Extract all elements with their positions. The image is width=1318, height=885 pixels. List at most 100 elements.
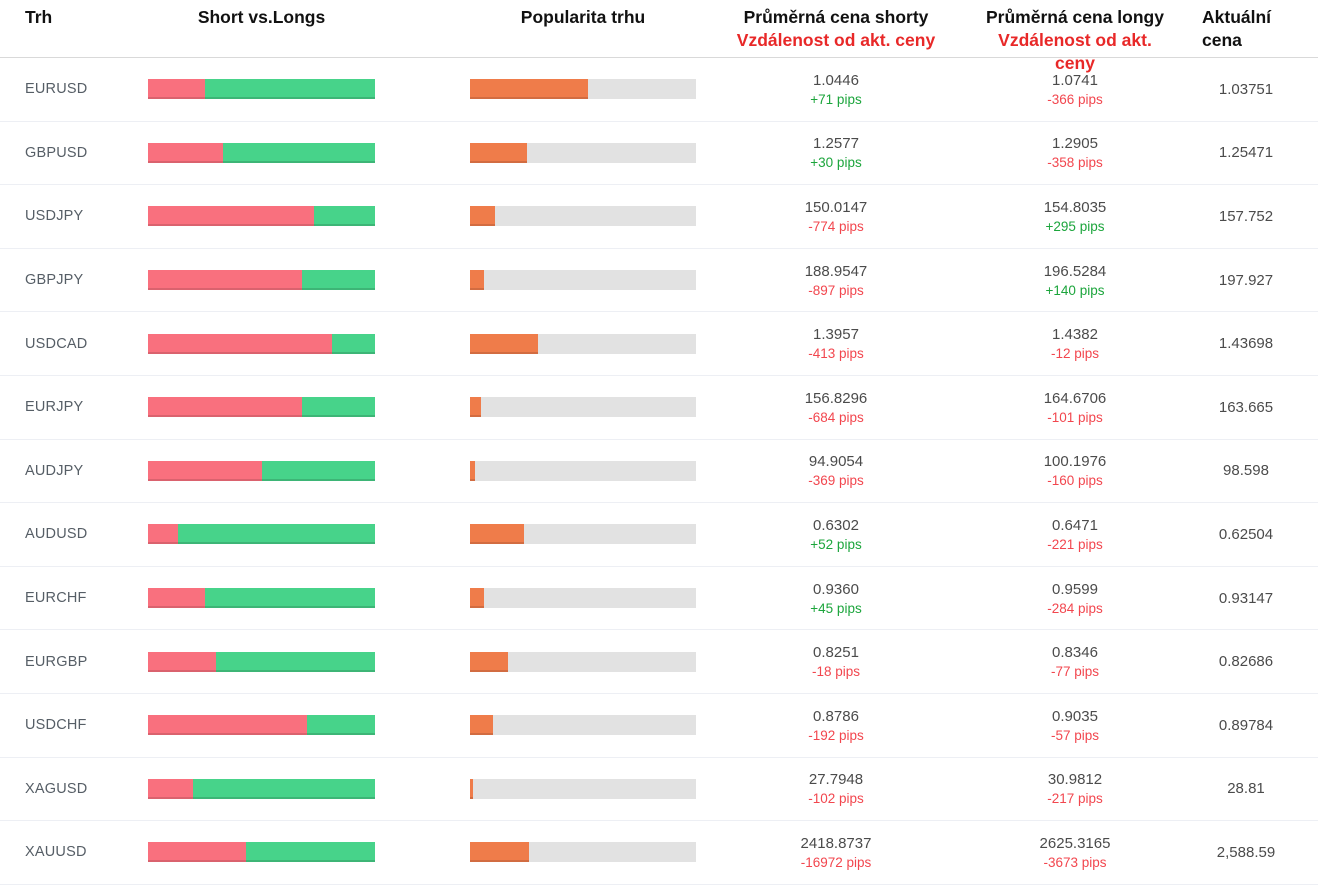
short-vs-long-bar [148,651,375,672]
popularity-bar [470,715,696,736]
header-short-vs-long: Short vs.Longs [197,7,326,27]
short-vs-long-bar [148,142,375,163]
long-price-cell: 2625.3165 -3673 pips [976,835,1174,870]
popularity-bar [470,206,696,227]
popularity-fill [470,79,588,100]
long-bar-segment [302,270,375,291]
current-price: 1.03751 [1218,80,1274,98]
short-vs-long-track [148,651,375,672]
market-symbol: USDCAD [25,335,88,352]
short-pips-distance: -774 pips [808,218,864,234]
short-vs-long-bar [148,842,375,863]
popularity-track [470,651,696,672]
long-bar-segment [331,333,375,354]
current-price-cell: 2,588.59 [1174,844,1318,861]
short-vs-long-track [148,842,375,863]
long-avg-price: 154.8035 [1043,198,1107,216]
long-bar-segment [193,778,375,799]
short-bar-segment [148,651,217,672]
short-avg-price: 27.7948 [808,771,864,789]
short-bar-segment [148,333,332,354]
header-market: Trh [25,7,53,27]
current-price: 2,588.59 [1216,843,1276,861]
long-avg-price: 0.9599 [1052,580,1098,598]
short-vs-long-bar [148,588,375,609]
popularity-bar [470,524,696,545]
current-price: 0.82686 [1218,653,1274,671]
short-bar-segment [148,842,246,863]
popularity-track [470,842,696,863]
long-bar-segment [177,524,375,545]
popularity-fill [470,524,525,545]
short-bar-segment [148,206,314,227]
short-pips-distance: -897 pips [808,282,864,298]
popularity-bar [470,778,696,799]
table-header: Trh Short vs.Longs Popularita trhu Průmě… [0,0,1318,73]
short-bar-segment [148,460,262,481]
short-vs-long-bar [148,397,375,418]
short-pips-distance: -102 pips [808,791,864,807]
market-symbol: EURGBP [25,653,88,670]
current-price: 0.62504 [1218,525,1274,543]
popularity-fill [470,842,529,863]
table-row: EURUSD 1.0446 +71 pips 1.0741 -366 pips … [0,58,1318,122]
current-price-cell: 163.665 [1174,399,1318,416]
short-bar-segment [148,79,205,100]
short-price-cell: 0.8786 -192 pips [696,708,976,743]
popularity-fill [470,142,527,163]
popularity-bar [470,651,696,672]
short-pips-distance: -369 pips [808,473,864,489]
short-vs-long-bar [148,270,375,291]
table-row: XAGUSD 27.7948 -102 pips 30.9812 -217 pi… [0,758,1318,822]
short-avg-price: 2418.8737 [800,834,872,852]
short-vs-long-bar [148,206,375,227]
short-vs-long-bar [148,715,375,736]
long-price-cell: 0.9599 -284 pips [976,581,1174,616]
short-bar-segment [148,524,178,545]
long-pips-distance: -57 pips [1050,727,1100,743]
short-pips-distance: +45 pips [810,600,862,616]
popularity-track [470,333,696,354]
popularity-fill [470,206,495,227]
long-pips-distance: -221 pips [1047,536,1103,552]
short-avg-price: 150.0147 [804,198,868,216]
popularity-fill [470,588,484,609]
long-bar-segment [261,460,375,481]
long-avg-price: 1.0741 [1052,71,1098,89]
market-symbol: EURUSD [25,81,88,98]
short-avg-price: 0.8251 [813,644,859,662]
popularity-track [470,778,696,799]
short-bar-segment [148,715,307,736]
header-current-line1: Aktuální [1202,7,1272,27]
current-price-cell: 197.927 [1174,272,1318,289]
short-vs-long-track [148,397,375,418]
current-price: 157.752 [1218,207,1274,225]
current-price-cell: 98.598 [1174,462,1318,479]
short-pips-distance: +71 pips [810,91,862,107]
popularity-bar [470,142,696,163]
header-long-price-line1: Průměrná cena longy [986,7,1164,27]
long-bar-segment [302,397,375,418]
popularity-fill [470,778,474,799]
header-current-price: Aktuální cena [1174,6,1318,52]
market-symbol: USDCHF [25,717,87,734]
header-short-price: Průměrná cena shorty Vzdálenost od akt. … [696,6,976,52]
header-short-price-line2: Vzdálenost od akt. ceny [736,30,936,51]
long-pips-distance: -366 pips [1047,91,1103,107]
table-row: USDJPY 150.0147 -774 pips 154.8035 +295 … [0,185,1318,249]
header-long-price: Průměrná cena longy Vzdálenost od akt. c… [976,6,1174,75]
popularity-track [470,588,696,609]
long-pips-distance: +295 pips [1045,218,1105,234]
current-price-cell: 0.62504 [1174,526,1318,543]
short-vs-long-bar [148,778,375,799]
popularity-track [470,142,696,163]
current-price-cell: 28.81 [1174,780,1318,797]
long-bar-segment [313,206,375,227]
long-price-cell: 196.5284 +140 pips [976,263,1174,298]
short-vs-long-bar [148,460,375,481]
short-avg-price: 0.6302 [813,516,859,534]
short-price-cell: 0.6302 +52 pips [696,517,976,552]
short-bar-segment [148,270,303,291]
short-price-cell: 1.3957 -413 pips [696,326,976,361]
